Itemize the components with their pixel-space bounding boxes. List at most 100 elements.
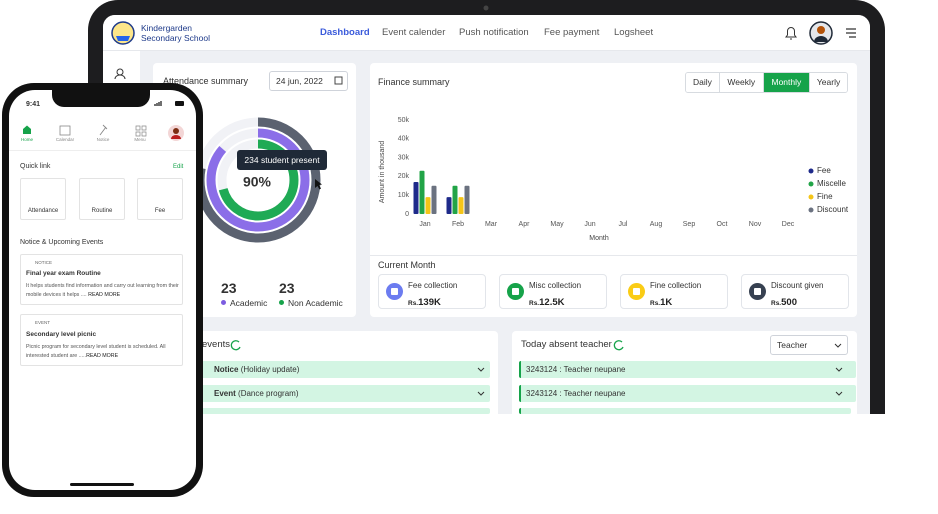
stat-dot xyxy=(221,300,226,305)
currency: Rs. xyxy=(650,300,661,307)
summary-icon-glyph xyxy=(391,288,398,295)
x-tick-label: Oct xyxy=(717,221,728,228)
notch xyxy=(52,90,150,107)
legend-label: Discount xyxy=(817,205,849,214)
tooltip xyxy=(237,150,327,170)
section-title: Current Month xyxy=(378,260,436,270)
bar xyxy=(458,197,464,214)
summary-icon-glyph xyxy=(754,288,761,295)
phone-screen xyxy=(9,90,196,490)
x-tick-label: Jun xyxy=(584,221,595,228)
tab[interactable]: Daily xyxy=(686,73,720,92)
menu-icon[interactable] xyxy=(846,28,856,38)
y-tick-label: 0 xyxy=(405,211,409,218)
legend-marker xyxy=(808,181,814,187)
amount: 1K xyxy=(660,297,673,308)
refresh-icon[interactable] xyxy=(230,340,241,351)
event-row[interactable]: Event (Dance program) xyxy=(190,385,490,402)
summary-icon-glyph xyxy=(633,288,640,295)
card-title: events xyxy=(202,339,230,350)
stat-value: 23 xyxy=(221,280,237,296)
bar xyxy=(419,170,425,214)
card-title: Today absent teacher xyxy=(521,339,612,350)
stat-dot xyxy=(279,300,284,305)
avatar xyxy=(817,26,825,34)
summary-label: Discount given xyxy=(771,281,824,290)
bar xyxy=(464,185,470,214)
event-row xyxy=(190,408,490,414)
nav-link[interactable]: Dashboard xyxy=(320,27,370,38)
chevron xyxy=(477,343,843,396)
nav-link[interactable]: Logsheet xyxy=(614,27,654,38)
bar xyxy=(413,182,419,214)
x-tick-label: Mar xyxy=(485,221,498,228)
x-axis-label: Month xyxy=(589,235,609,242)
x-tick-label: Nov xyxy=(749,221,762,228)
absent-row[interactable]: 3243124 : Teacher neupane xyxy=(519,385,856,402)
legend-label: Miscelle xyxy=(817,179,846,188)
card-title: Attendance summary xyxy=(163,76,249,86)
currency: Rs. xyxy=(408,300,419,307)
summary-icon-glyph xyxy=(512,288,519,295)
tooltip-text: 234 student present xyxy=(244,155,320,165)
event-row[interactable]: Notice (Holiday update) xyxy=(190,361,490,378)
logo xyxy=(116,36,130,41)
teacher-dropdown[interactable]: Teacher xyxy=(770,335,848,355)
currency: Rs. xyxy=(529,300,540,307)
summary-card: Discount given Rs.500 xyxy=(741,274,849,309)
legend-label: Fee xyxy=(817,166,831,175)
tab[interactable]: Weekly xyxy=(719,73,764,92)
stat-value: 23 xyxy=(279,280,295,296)
x-tick-label: Sep xyxy=(683,221,696,228)
school-name: Kindergarden xyxy=(141,23,193,33)
summary-card: Fee collection Rs.139K xyxy=(378,274,486,309)
ring xyxy=(217,139,299,221)
y-tick-label: 30k xyxy=(398,154,410,161)
bar xyxy=(446,197,452,214)
legend-marker xyxy=(808,207,814,213)
percent: 90% xyxy=(243,174,272,190)
bar xyxy=(425,197,431,214)
summary-card: Misc collection Rs.12.5K xyxy=(499,274,607,309)
date-picker[interactable] xyxy=(269,71,348,91)
currency: Rs. xyxy=(771,300,782,307)
bell-icon[interactable] xyxy=(785,27,797,40)
legend-marker xyxy=(808,168,814,174)
card-title: Finance summary xyxy=(378,77,450,87)
ring xyxy=(206,128,310,232)
amount: 500 xyxy=(781,297,797,308)
nav-link[interactable]: Fee payment xyxy=(544,27,600,38)
event-detail: (Holiday update) xyxy=(240,365,300,374)
x-tick-label: Apr xyxy=(519,221,531,228)
summary-amount: Rs.12.5K xyxy=(529,292,564,310)
sidebar-icon xyxy=(114,74,126,80)
x-tick-label: Aug xyxy=(650,221,663,228)
x-tick-label: Feb xyxy=(452,221,464,228)
bar xyxy=(452,185,458,214)
tabs: Daily Weekly Monthly Yearly xyxy=(685,72,848,93)
nav-link[interactable]: Event calender xyxy=(382,27,446,38)
summary-label: Fine collection xyxy=(650,281,702,290)
x-tick-label: Jan xyxy=(419,221,430,228)
y-tick-label: 40k xyxy=(398,136,410,143)
sidebar-icon[interactable] xyxy=(116,68,124,76)
y-tick-label: 10k xyxy=(398,192,410,199)
summary-amount: Rs.500 xyxy=(771,292,797,310)
camera xyxy=(483,5,489,11)
cursor xyxy=(315,179,322,190)
amount: 12.5K xyxy=(539,297,565,308)
tab[interactable]: Monthly xyxy=(763,73,811,92)
tab[interactable]: Yearly xyxy=(810,73,847,92)
y-tick-label: 20k xyxy=(398,173,410,180)
stat-label: Non Academic xyxy=(288,298,343,308)
date-text: 24 jun, 2022 xyxy=(276,76,323,86)
avatar xyxy=(814,36,828,42)
divider xyxy=(370,255,857,256)
y-axis-label: Amount in thousand xyxy=(379,141,386,203)
refresh-icon[interactable] xyxy=(613,340,624,351)
absent-row[interactable]: 3243124 : Teacher neupane xyxy=(519,361,856,378)
nav-link[interactable]: Push notification xyxy=(459,27,529,38)
school-name: Secondary School xyxy=(141,33,210,43)
event-type: Notice xyxy=(214,365,239,374)
